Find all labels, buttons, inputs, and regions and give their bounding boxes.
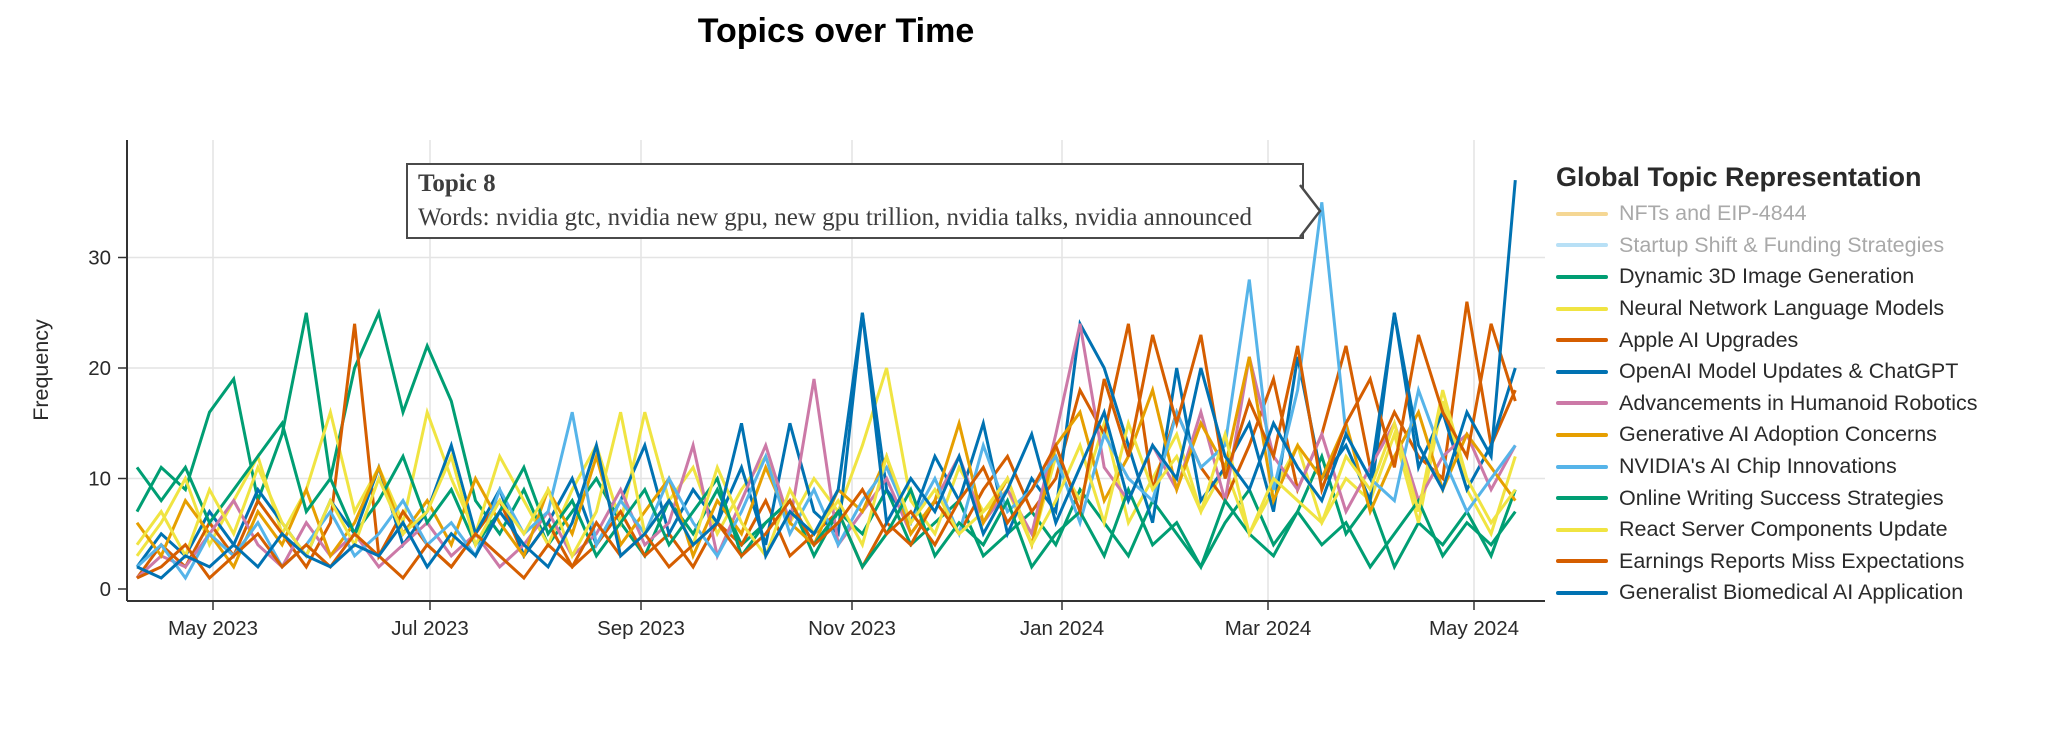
y-tick-label: 20 <box>88 357 111 380</box>
legend-item-label: React Server Components Update <box>1619 517 1948 542</box>
x-tick-label: May 2024 <box>1429 617 1519 640</box>
legend-line-swatch-icon <box>1556 496 1608 501</box>
legend-item-openai-model-updates-chatgpt[interactable]: OpenAI Model Updates & ChatGPT <box>1556 356 2042 388</box>
legend-item-label: Startup Shift & Funding Strategies <box>1619 232 1945 257</box>
series-line-react-server-components-update[interactable] <box>135 389 1517 560</box>
y-tick-label: 10 <box>88 468 111 491</box>
legend-item-label: Earnings Reports Miss Expectations <box>1619 548 1965 573</box>
series-line-earnings-reports-miss-expectations[interactable] <box>136 323 1517 581</box>
legend-line-swatch-icon <box>1556 211 1608 216</box>
tooltip-topic-words: Words: nvidia gtc, nvidia new gpu, new g… <box>418 204 1252 231</box>
legend-items: NFTs and EIP-4844 Startup Shift & Funding… <box>1556 198 2042 609</box>
legend-item-label: Dynamic 3D Image Generation <box>1619 264 1915 289</box>
hover-tooltip: Topic 8 Words: nvidia gtc, nvidia new gp… <box>406 163 1322 239</box>
y-axis-title: Frequency <box>29 319 53 421</box>
legend-item-react-server-components-update[interactable]: React Server Components Update <box>1556 514 2042 546</box>
legend-line-swatch-icon <box>1556 243 1608 248</box>
x-tick-label: Jul 2023 <box>391 617 469 640</box>
legend-line-swatch-icon <box>1556 464 1608 469</box>
legend-item-label: Apple AI Upgrades <box>1619 327 1799 352</box>
tooltip-topic-title: Topic 8 <box>418 170 496 197</box>
legend-item-nfts-and-eip-4844[interactable]: NFTs and EIP-4844 <box>1556 198 2042 230</box>
legend-line-swatch-icon <box>1556 274 1608 279</box>
legend-item-generative-ai-adoption-concerns[interactable]: Generative AI Adoption Concerns <box>1556 419 2042 451</box>
legend-line-swatch-icon <box>1556 306 1608 311</box>
x-tick-label: Sep 2023 <box>597 617 685 640</box>
legend-item-label: NFTs and EIP-4844 <box>1619 201 1807 226</box>
legend-item-advancements-in-humanoid-robotics[interactable]: Advancements in Humanoid Robotics <box>1556 388 2042 420</box>
legend-item-earnings-reports-miss-expectations[interactable]: Earnings Reports Miss Expectations <box>1556 546 2042 578</box>
legend-item-apple-ai-upgrades[interactable]: Apple AI Upgrades <box>1556 324 2042 356</box>
series-line-neural-network-language-models[interactable] <box>135 367 1517 557</box>
legend-item-label: NVIDIA's AI Chip Innovations <box>1619 454 1897 479</box>
legend-item-generalist-biomedical-ai-application[interactable]: Generalist Biomedical AI Application <box>1556 577 2042 609</box>
legend-line-swatch-icon <box>1556 401 1608 406</box>
legend-line-swatch-icon <box>1556 369 1608 374</box>
x-tick-label: Jan 2024 <box>1020 617 1104 640</box>
series-line-online-writing-success-strategies[interactable] <box>135 419 1517 571</box>
legend-item-nvidia-s-ai-chip-innovations[interactable]: NVIDIA's AI Chip Innovations <box>1556 451 2042 483</box>
legend-line-swatch-icon <box>1556 527 1608 532</box>
legend-item-neural-network-language-models[interactable]: Neural Network Language Models <box>1556 293 2042 325</box>
y-tick-label: 0 <box>100 578 111 601</box>
legend-line-swatch-icon <box>1556 559 1608 564</box>
y-tick-label: 30 <box>88 247 111 270</box>
legend-item-dynamic-3d-image-generation[interactable]: Dynamic 3D Image Generation <box>1556 261 2042 293</box>
legend-item-label: OpenAI Model Updates & ChatGPT <box>1619 359 1959 384</box>
legend-line-swatch-icon <box>1556 338 1608 343</box>
legend-item-label: Neural Network Language Models <box>1619 296 1945 321</box>
legend-item-startup-shift-funding-strategies[interactable]: Startup Shift & Funding Strategies <box>1556 230 2042 262</box>
chart-title: Topics over Time <box>697 12 975 50</box>
legend-item-label: Advancements in Humanoid Robotics <box>1619 390 1978 415</box>
x-tick-label: May 2023 <box>168 617 258 640</box>
x-tick-label: Nov 2023 <box>808 617 896 640</box>
legend-item-label: Online Writing Success Strategies <box>1619 485 1944 510</box>
legend-line-swatch-icon <box>1556 590 1608 595</box>
legend-item-online-writing-success-strategies[interactable]: Online Writing Success Strategies <box>1556 482 2042 514</box>
legend-line-swatch-icon <box>1556 432 1608 437</box>
x-tick-label: Mar 2024 <box>1225 617 1312 640</box>
legend: Global Topic Representation NFTs and EIP… <box>1556 160 2042 609</box>
tooltip-arrow-icon <box>1299 184 1322 238</box>
legend-item-label: Generalist Biomedical AI Application <box>1619 580 1964 605</box>
series-line-generalist-biomedical-ai-application[interactable] <box>136 179 1517 580</box>
legend-item-label: Generative AI Adoption Concerns <box>1619 422 1937 447</box>
legend-title: Global Topic Representation <box>1556 162 1922 192</box>
